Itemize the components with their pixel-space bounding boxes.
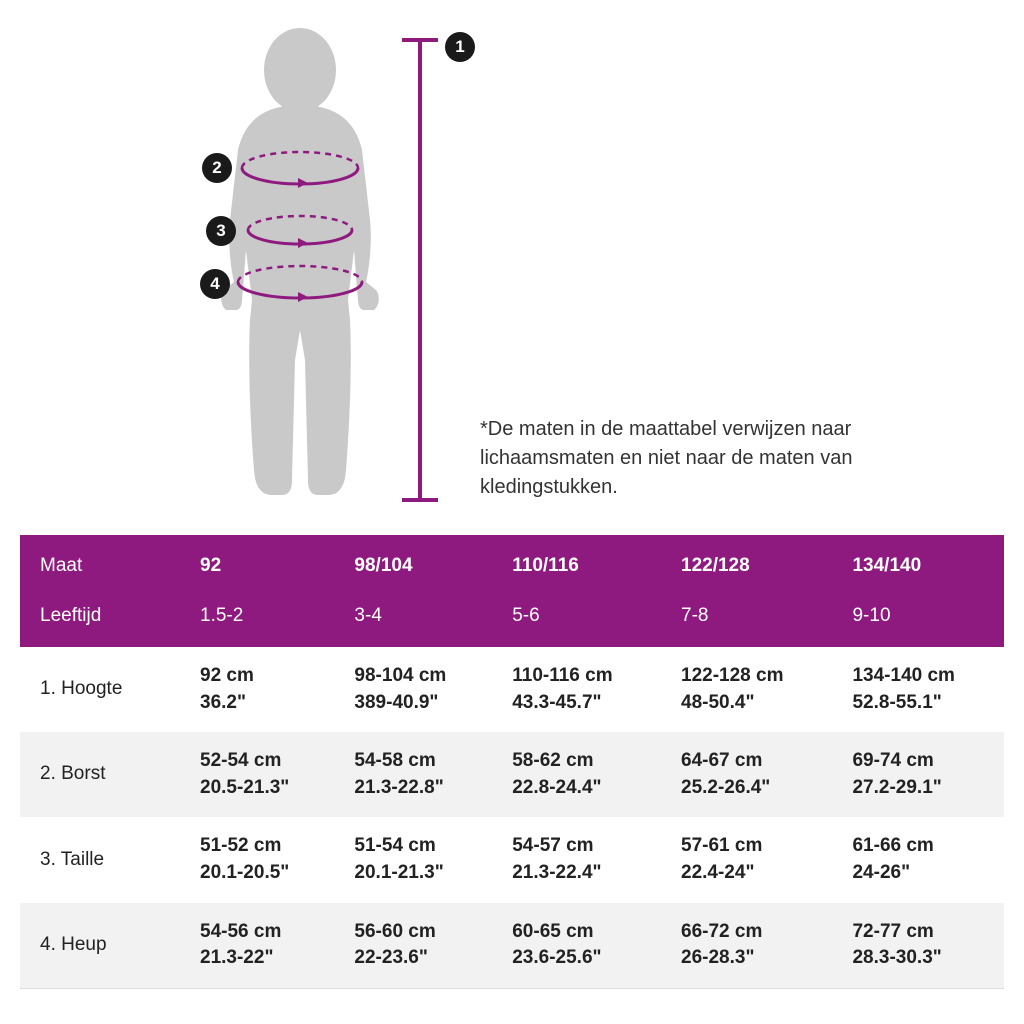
header-label: Maat (20, 535, 180, 591)
cell-cm: 60-65 cm (512, 921, 593, 942)
table-header: Maat9298/104110/116122/128134/140Leeftij… (20, 535, 1004, 647)
header-row: Maat9298/104110/116122/128134/140 (20, 535, 1004, 591)
cell-cm: 57-61 cm (681, 835, 762, 856)
cell-inches: 22.4-24" (681, 860, 822, 887)
cell-inches: 22-23.6" (354, 945, 482, 972)
header-cell: 1.5-2 (180, 591, 334, 647)
header-cell: 122/128 (661, 535, 832, 591)
table-cell: 122-128 cm 48-50.4" (661, 647, 832, 732)
cell-inches: 22.8-24.4" (512, 775, 651, 802)
table-cell: 72-77 cm 28.3-30.3" (832, 903, 1004, 989)
cell-inches: 20.1-21.3" (354, 860, 482, 887)
header-cell: 3-4 (334, 591, 492, 647)
header-cell: 98/104 (334, 535, 492, 591)
table-row: 4. Heup 54-56 cm 21.3-22" 56-60 cm 22-23.6" 6… (20, 903, 1004, 989)
cell-cm: 56-60 cm (354, 921, 435, 942)
cell-inches: 52.8-55.1" (852, 690, 994, 717)
header-cell: 5-6 (492, 591, 661, 647)
table-row: 1. Hoogte 92 cm 36.2" 98-104 cm 389-40.9" 110… (20, 647, 1004, 732)
cell-cm: 72-77 cm (852, 921, 933, 942)
cell-inches: 43.3-45.7" (512, 690, 651, 717)
cell-inches: 36.2" (200, 690, 324, 717)
cell-inches: 21.3-22" (200, 945, 324, 972)
table-cell: 57-61 cm 22.4-24" (661, 817, 832, 902)
cell-inches: 21.3-22.8" (354, 775, 482, 802)
cell-inches: 25.2-26.4" (681, 775, 822, 802)
table-cell: 69-74 cm 27.2-29.1" (832, 732, 1004, 817)
cell-inches: 28.3-30.3" (852, 945, 994, 972)
row-label: 1. Hoogte (20, 647, 180, 732)
table-cell: 134-140 cm 52.8-55.1" (832, 647, 1004, 732)
row-label: 3. Taille (20, 817, 180, 902)
cell-cm: 54-56 cm (200, 921, 281, 942)
cell-inches: 20.5-21.3" (200, 775, 324, 802)
cell-inches: 21.3-22.4" (512, 860, 651, 887)
cell-cm: 54-58 cm (354, 750, 435, 771)
table-cell: 56-60 cm 22-23.6" (334, 903, 492, 989)
table-cell: 64-67 cm 25.2-26.4" (661, 732, 832, 817)
cell-cm: 61-66 cm (852, 835, 933, 856)
height-ruler-icon (402, 40, 438, 500)
header-cell: 7-8 (661, 591, 832, 647)
cell-cm: 98-104 cm (354, 665, 446, 686)
header-row: Leeftijd1.5-23-45-67-89-10 (20, 591, 1004, 647)
size-table: Maat9298/104110/116122/128134/140Leeftij… (20, 535, 1004, 989)
table-cell: 51-52 cm 20.1-20.5" (180, 817, 334, 902)
cell-cm: 110-116 cm (512, 665, 612, 686)
table-cell: 92 cm 36.2" (180, 647, 334, 732)
cell-cm: 51-54 cm (354, 835, 435, 856)
cell-cm: 122-128 cm (681, 665, 783, 686)
cell-inches: 27.2-29.1" (852, 775, 994, 802)
measurement-diagram: 1234 (20, 20, 460, 510)
table-cell: 54-57 cm 21.3-22.4" (492, 817, 661, 902)
marker-badge-4: 4 (200, 269, 230, 299)
header-cell: 9-10 (832, 591, 1004, 647)
marker-badge-1: 1 (445, 32, 475, 62)
table-cell: 60-65 cm 23.6-25.6" (492, 903, 661, 989)
table-body: 1. Hoogte 92 cm 36.2" 98-104 cm 389-40.9" 110… (20, 647, 1004, 988)
top-section: 1 2 3 4 *De maten in de maattabel verwijzen… (20, 20, 1004, 510)
cell-inches: 24-26" (852, 860, 994, 887)
table-row: 3. Taille 51-52 cm 20.1-20.5" 51-54 cm 20.1-… (20, 817, 1004, 902)
marker-badge-2: 2 (202, 153, 232, 183)
cell-inches: 26-28.3" (681, 945, 822, 972)
child-silhouette-icon (221, 28, 379, 495)
cell-inches: 48-50.4" (681, 690, 822, 717)
cell-inches: 20.1-20.5" (200, 860, 324, 887)
cell-inches: 23.6-25.6" (512, 945, 651, 972)
table-cell: 110-116 cm 43.3-45.7" (492, 647, 661, 732)
table-cell: 52-54 cm 20.5-21.3" (180, 732, 334, 817)
cell-cm: 134-140 cm (852, 665, 954, 686)
row-label: 2. Borst (20, 732, 180, 817)
cell-cm: 54-57 cm (512, 835, 593, 856)
table-cell: 58-62 cm 22.8-24.4" (492, 732, 661, 817)
size-note: *De maten in de maattabel verwijzen naar… (480, 415, 880, 502)
cell-inches: 389-40.9" (354, 690, 482, 717)
cell-cm: 66-72 cm (681, 921, 762, 942)
header-cell: 134/140 (832, 535, 1004, 591)
table-cell: 54-56 cm 21.3-22" (180, 903, 334, 989)
table-row: 2. Borst 52-54 cm 20.5-21.3" 54-58 cm 21.3-2… (20, 732, 1004, 817)
table-cell: 51-54 cm 20.1-21.3" (334, 817, 492, 902)
cell-cm: 58-62 cm (512, 750, 593, 771)
table-cell: 61-66 cm 24-26" (832, 817, 1004, 902)
cell-cm: 51-52 cm (200, 835, 281, 856)
table-cell: 98-104 cm 389-40.9" (334, 647, 492, 732)
table-cell: 66-72 cm 26-28.3" (661, 903, 832, 989)
header-cell: 110/116 (492, 535, 661, 591)
marker-badge-3: 3 (206, 216, 236, 246)
row-label: 4. Heup (20, 903, 180, 989)
header-label: Leeftijd (20, 591, 180, 647)
table-cell: 54-58 cm 21.3-22.8" (334, 732, 492, 817)
cell-cm: 92 cm (200, 665, 254, 686)
cell-cm: 69-74 cm (852, 750, 933, 771)
header-cell: 92 (180, 535, 334, 591)
cell-cm: 64-67 cm (681, 750, 762, 771)
cell-cm: 52-54 cm (200, 750, 281, 771)
